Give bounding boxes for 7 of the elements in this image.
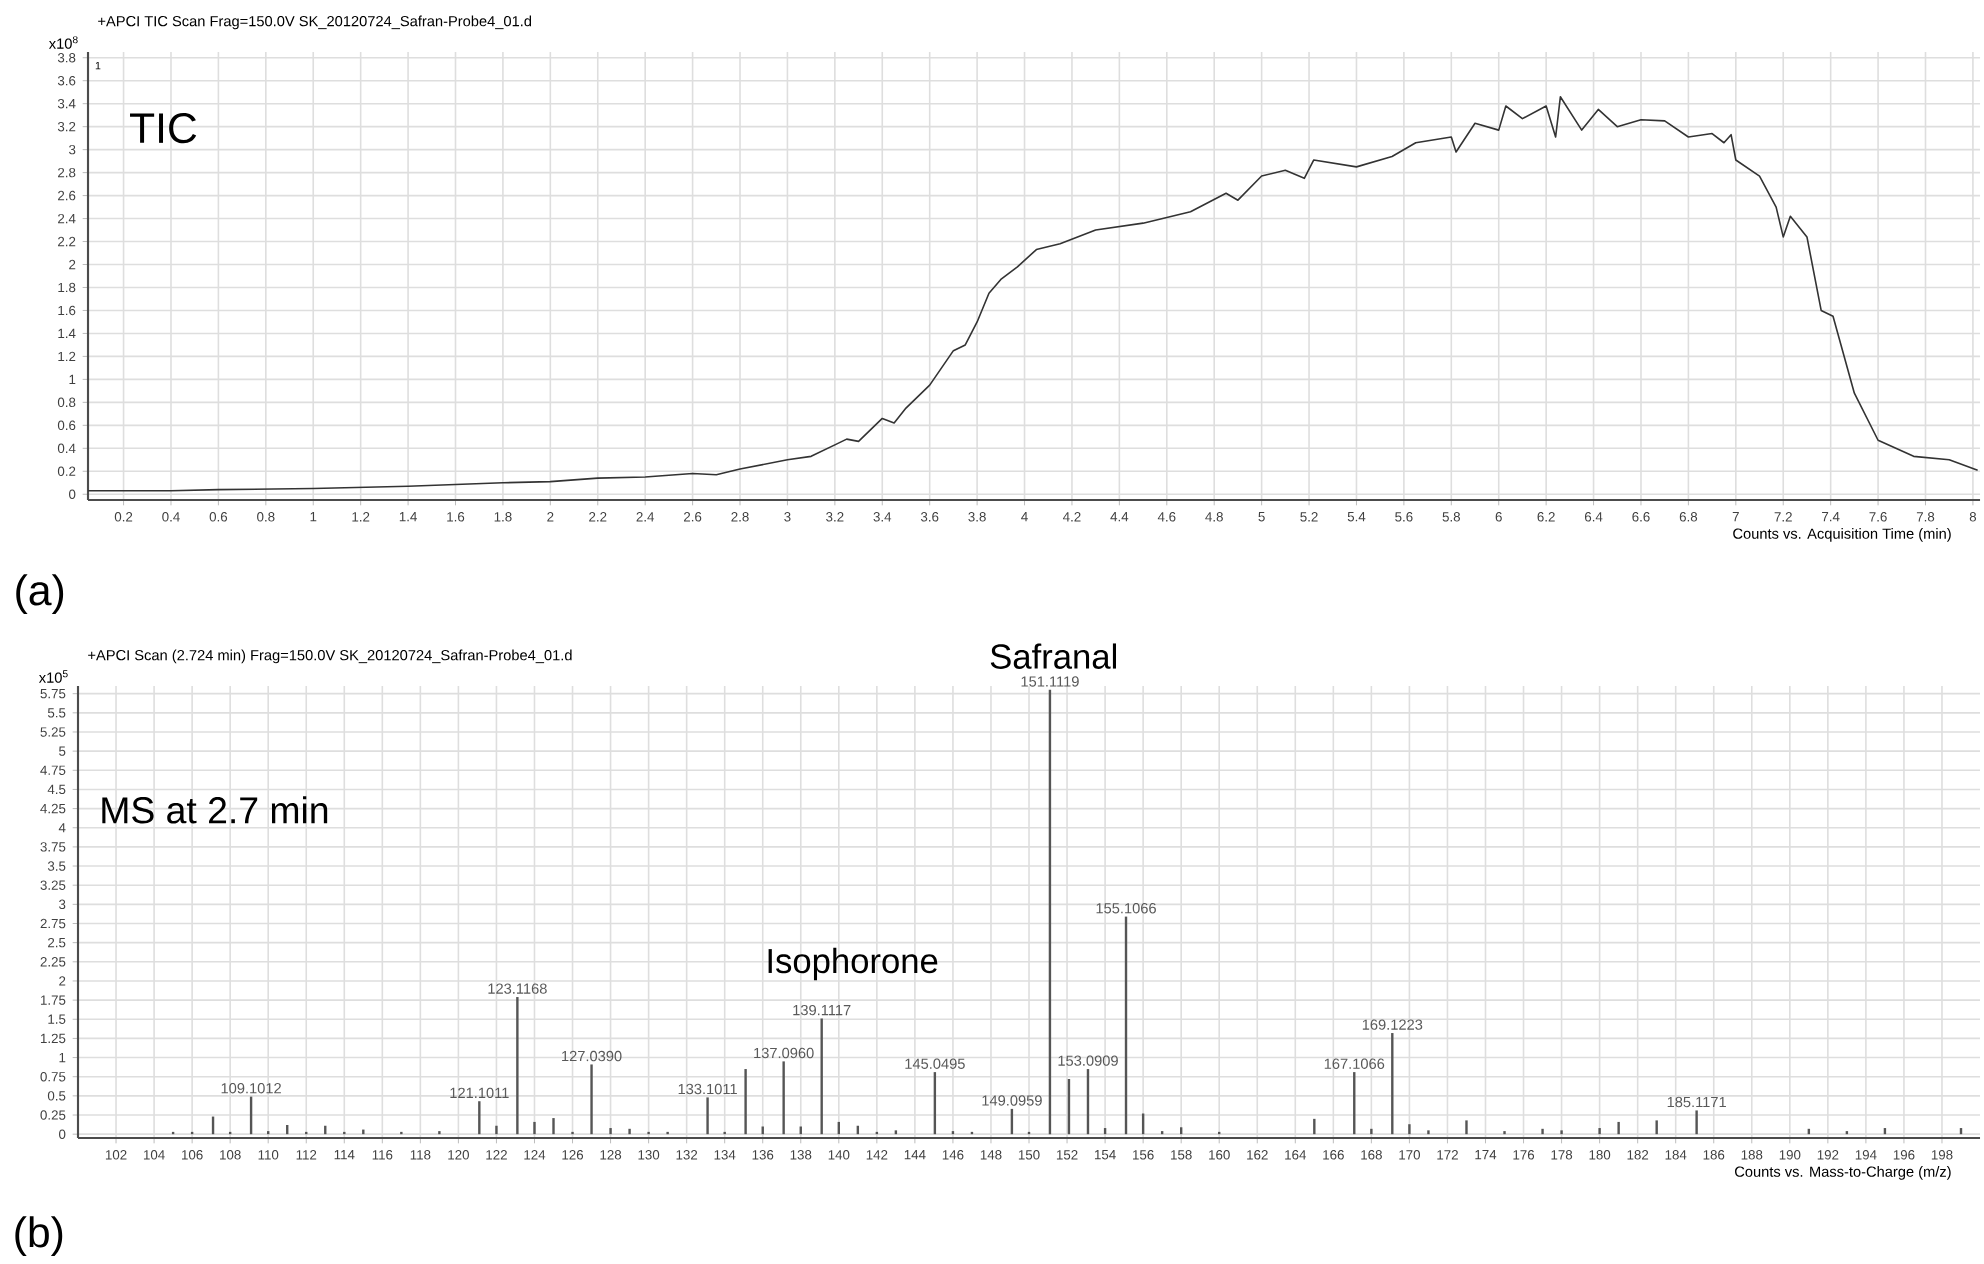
text: Safranal [990, 643, 1116, 669]
annotation: MS at 2.7 min [102, 796, 328, 824]
annotation: Isophorone [768, 947, 938, 981]
line-series [87, 96, 1979, 492]
text: (a) [16, 574, 64, 614]
annotation: TIC [130, 113, 197, 144]
text: (b) [15, 1216, 63, 1256]
